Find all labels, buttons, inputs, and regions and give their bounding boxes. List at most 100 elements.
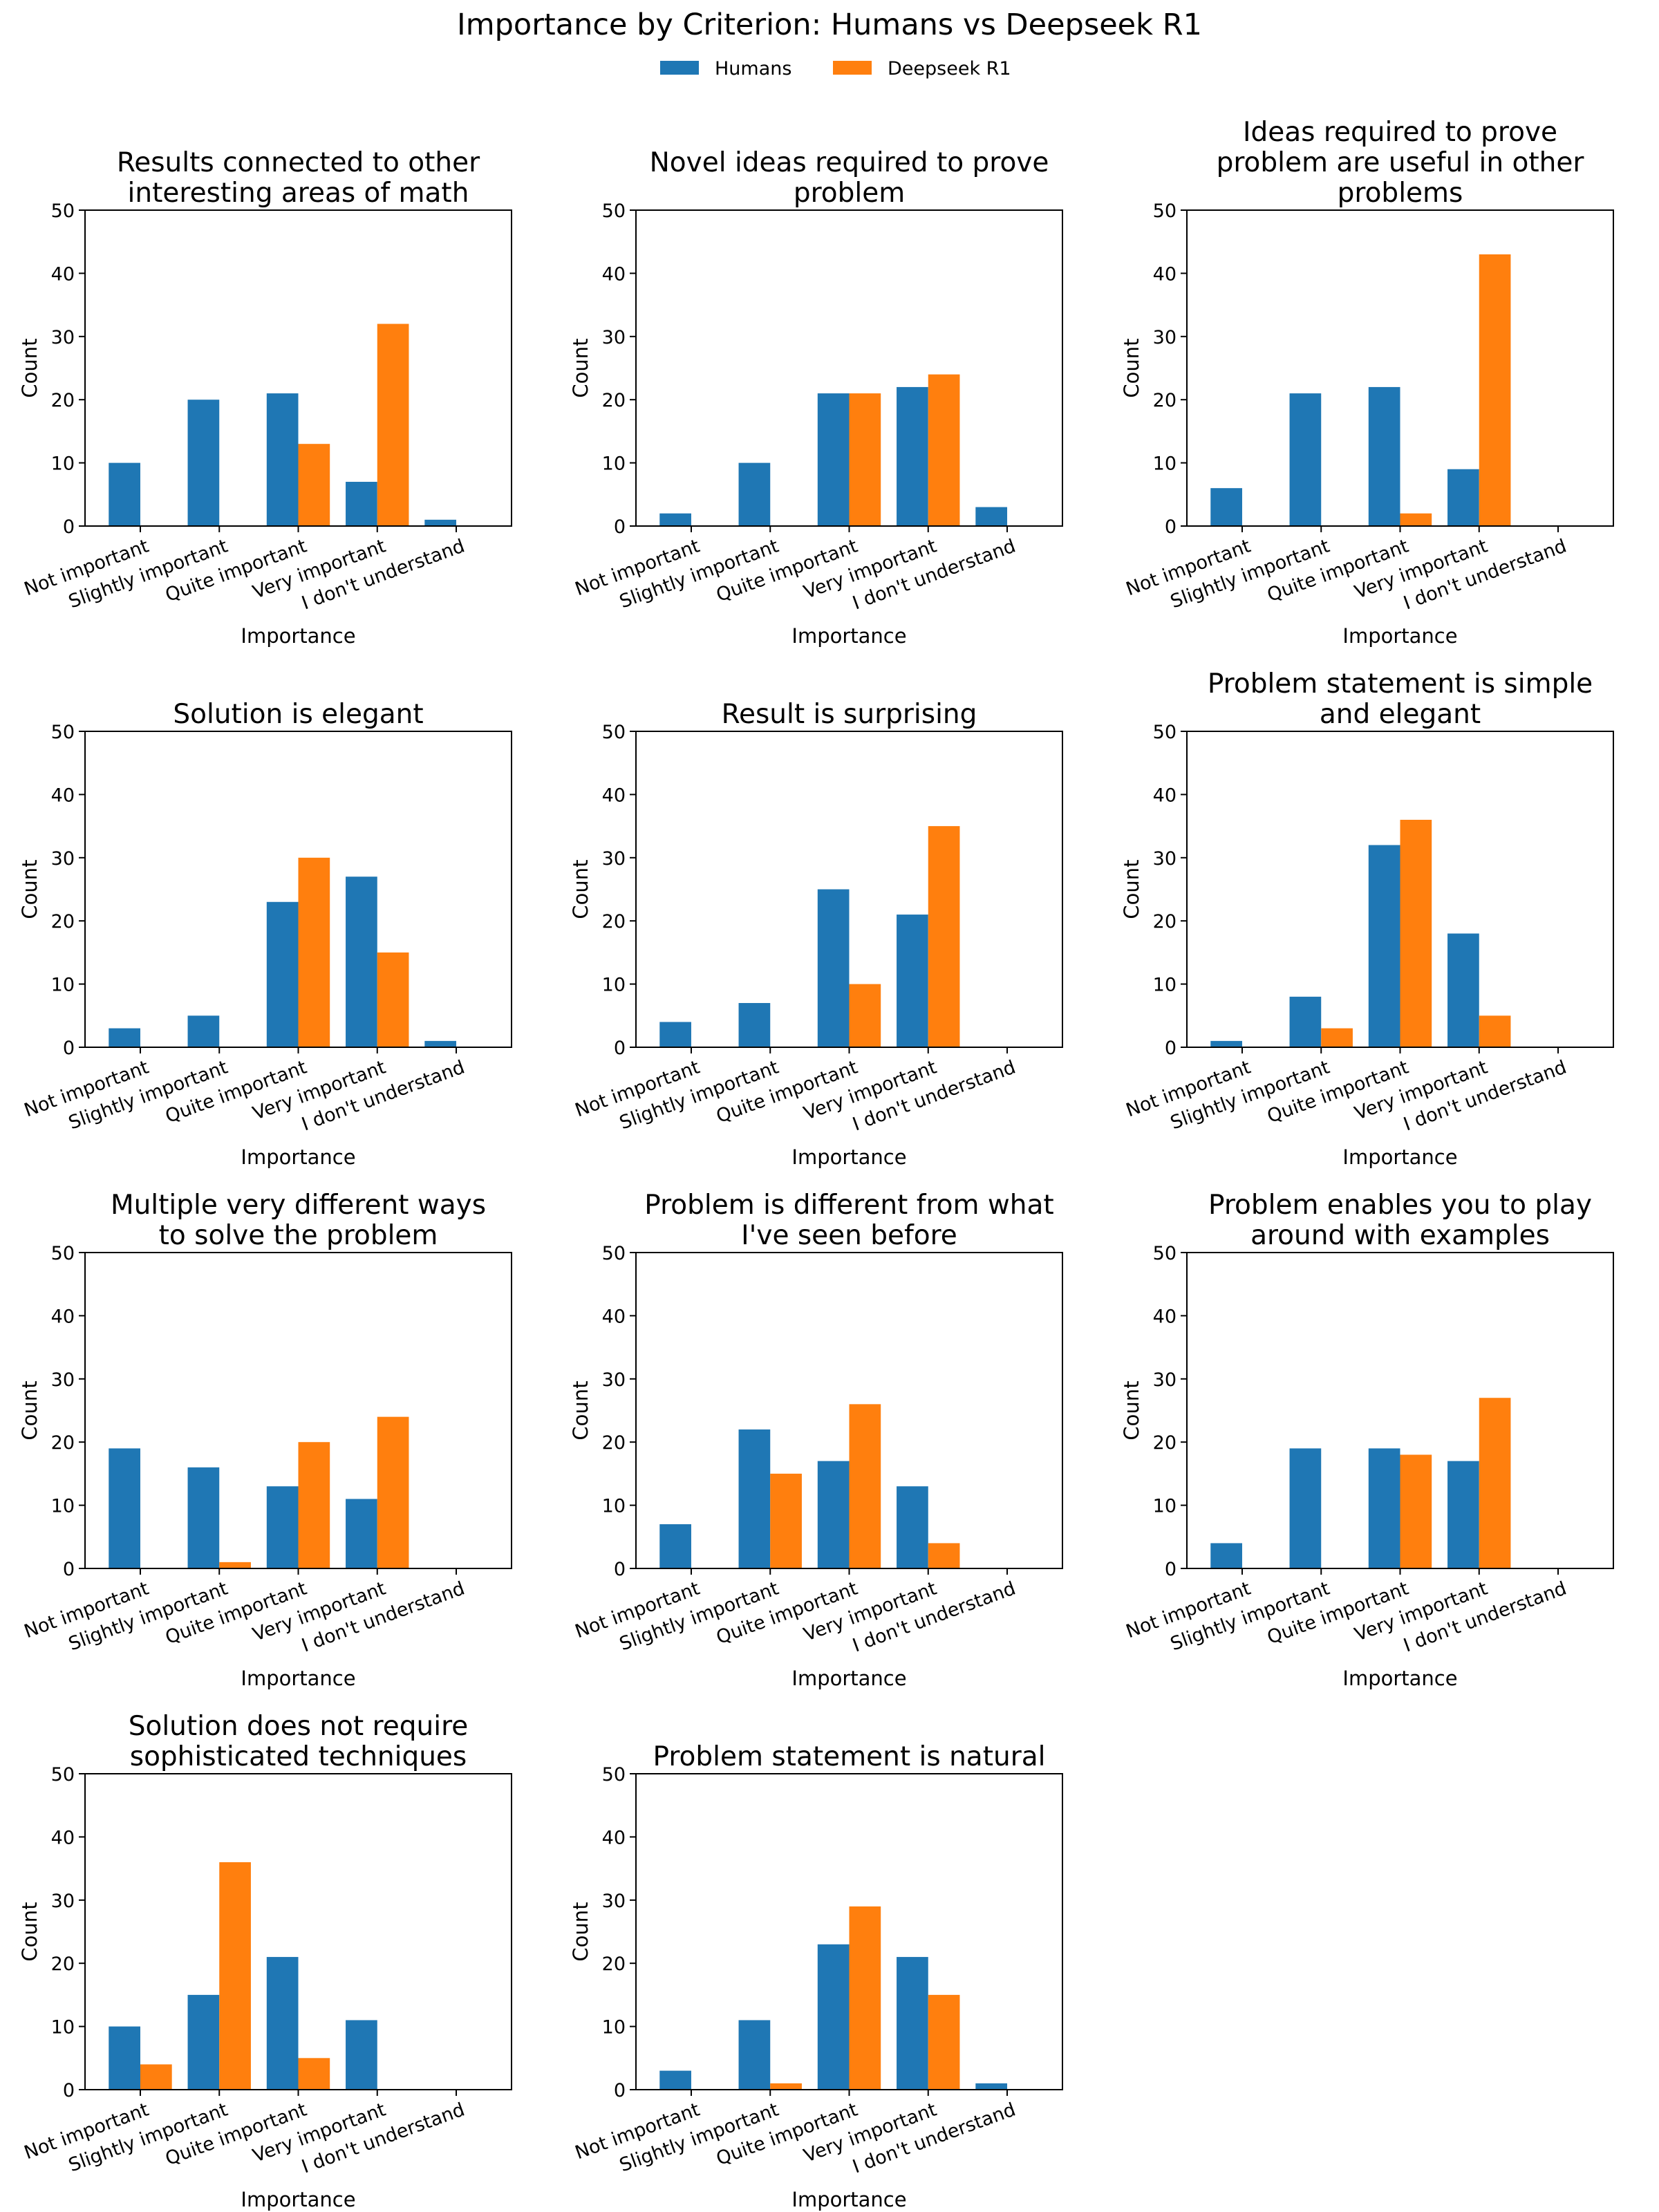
bar-deepseek bbox=[928, 1994, 960, 2090]
x-axis-label: Importance bbox=[791, 2188, 906, 2211]
bar-humans bbox=[817, 1944, 850, 2090]
plot-frame bbox=[84, 731, 512, 1048]
bar-humans bbox=[109, 1028, 140, 1047]
y-tick-label: 50 bbox=[51, 200, 75, 222]
y-tick-label: 50 bbox=[1153, 200, 1177, 222]
y-tick-label: 20 bbox=[602, 1432, 626, 1454]
bar-deepseek bbox=[1479, 254, 1511, 526]
y-tick-label: 40 bbox=[1153, 785, 1177, 806]
legend-label-deepseek: Deepseek R1 bbox=[888, 58, 1011, 79]
y-axis-label: Count bbox=[18, 1902, 41, 1961]
bar-humans bbox=[1289, 393, 1322, 526]
bar-humans bbox=[187, 1467, 220, 1568]
bar-humans bbox=[738, 462, 771, 526]
bar-humans bbox=[1368, 386, 1400, 526]
y-tick-label: 0 bbox=[63, 516, 75, 538]
bar-humans bbox=[1210, 1040, 1242, 1047]
x-axis-label: Importance bbox=[791, 624, 906, 648]
y-tick-label: 30 bbox=[602, 848, 626, 870]
y-axis-label: Count bbox=[18, 338, 41, 397]
bar-deepseek bbox=[928, 1543, 960, 1568]
panel-title: around with examples bbox=[1250, 1220, 1550, 1251]
y-tick-label: 10 bbox=[602, 2017, 626, 2038]
bar-humans bbox=[1210, 1543, 1242, 1568]
legend-label-humans: Humans bbox=[715, 58, 791, 79]
panel-title: problem bbox=[794, 178, 905, 209]
x-axis-label: Importance bbox=[241, 624, 355, 648]
y-tick-label: 20 bbox=[602, 390, 626, 411]
bar-humans bbox=[346, 877, 377, 1047]
bar-deepseek bbox=[219, 1562, 251, 1568]
bar-humans bbox=[187, 1994, 220, 2090]
y-axis-label: Count bbox=[569, 1380, 592, 1440]
plot-frame bbox=[84, 209, 512, 527]
bar-humans bbox=[1289, 1448, 1322, 1568]
bar-humans bbox=[346, 2020, 377, 2090]
y-tick-label: 30 bbox=[1153, 848, 1177, 870]
y-axis-label: Count bbox=[18, 1380, 41, 1440]
bar-humans bbox=[817, 889, 850, 1047]
bar-deepseek bbox=[219, 1862, 251, 2090]
bar-humans bbox=[659, 513, 691, 526]
bar-humans bbox=[187, 1015, 220, 1047]
y-tick-label: 0 bbox=[1165, 1038, 1177, 1059]
x-axis-label: Importance bbox=[1342, 1667, 1457, 1690]
y-tick-label: 20 bbox=[1153, 1432, 1177, 1454]
y-tick-label: 40 bbox=[602, 785, 626, 806]
y-tick-label: 30 bbox=[602, 327, 626, 348]
bar-humans bbox=[424, 1040, 457, 1047]
figure-title: Importance by Criterion: Humans vs Deeps… bbox=[457, 8, 1202, 42]
panel-title: Solution does not require bbox=[129, 1711, 469, 1742]
y-tick-label: 10 bbox=[602, 975, 626, 996]
y-tick-label: 20 bbox=[602, 911, 626, 932]
bar-deepseek bbox=[1321, 1028, 1353, 1047]
y-tick-label: 40 bbox=[1153, 263, 1177, 285]
y-tick-label: 10 bbox=[51, 1496, 75, 1517]
y-tick-label: 10 bbox=[51, 975, 75, 996]
plot-frame bbox=[635, 209, 1063, 527]
bar-humans bbox=[424, 519, 457, 526]
bar-deepseek bbox=[1400, 513, 1432, 526]
bar-deepseek bbox=[140, 2064, 172, 2090]
bar-humans bbox=[897, 386, 928, 526]
y-axis-label: Count bbox=[1120, 859, 1143, 919]
bar-humans bbox=[346, 1499, 377, 1568]
y-tick-label: 10 bbox=[1153, 975, 1177, 996]
bar-deepseek bbox=[298, 444, 330, 526]
y-tick-label: 0 bbox=[63, 1559, 75, 1580]
panel-title: Novel ideas required to prove bbox=[650, 147, 1049, 178]
bar-humans bbox=[659, 1524, 691, 1568]
y-tick-label: 20 bbox=[1153, 911, 1177, 932]
panel-title: Problem is different from what bbox=[644, 1190, 1053, 1221]
y-tick-label: 0 bbox=[63, 1038, 75, 1059]
y-tick-label: 20 bbox=[51, 911, 75, 932]
y-tick-label: 30 bbox=[51, 1369, 75, 1391]
panel-title: Ideas required to prove bbox=[1243, 117, 1557, 148]
bar-humans bbox=[266, 901, 299, 1047]
bar-humans bbox=[659, 2070, 691, 2090]
panel-title: Problem statement is simple bbox=[1208, 668, 1593, 700]
bar-humans bbox=[975, 507, 1008, 526]
y-tick-label: 40 bbox=[51, 785, 75, 806]
panel-title: sophisticated techniques bbox=[130, 1741, 467, 1772]
y-tick-label: 20 bbox=[51, 1432, 75, 1454]
plot-frame bbox=[84, 1252, 512, 1569]
bar-deepseek bbox=[849, 1906, 881, 2090]
bar-humans bbox=[738, 2020, 771, 2090]
panel-title: I've seen before bbox=[741, 1220, 957, 1251]
y-tick-label: 0 bbox=[1165, 1559, 1177, 1580]
bar-humans bbox=[738, 1003, 771, 1047]
bar-deepseek bbox=[298, 857, 330, 1047]
y-tick-label: 10 bbox=[51, 453, 75, 475]
panel-title: Solution is elegant bbox=[173, 699, 423, 730]
x-axis-label: Importance bbox=[791, 1145, 906, 1169]
legend-swatch-humans bbox=[660, 61, 699, 75]
y-tick-label: 10 bbox=[602, 453, 626, 475]
y-tick-label: 40 bbox=[602, 263, 626, 285]
x-axis-label: Importance bbox=[791, 1667, 906, 1690]
bar-deepseek bbox=[377, 1416, 409, 1568]
